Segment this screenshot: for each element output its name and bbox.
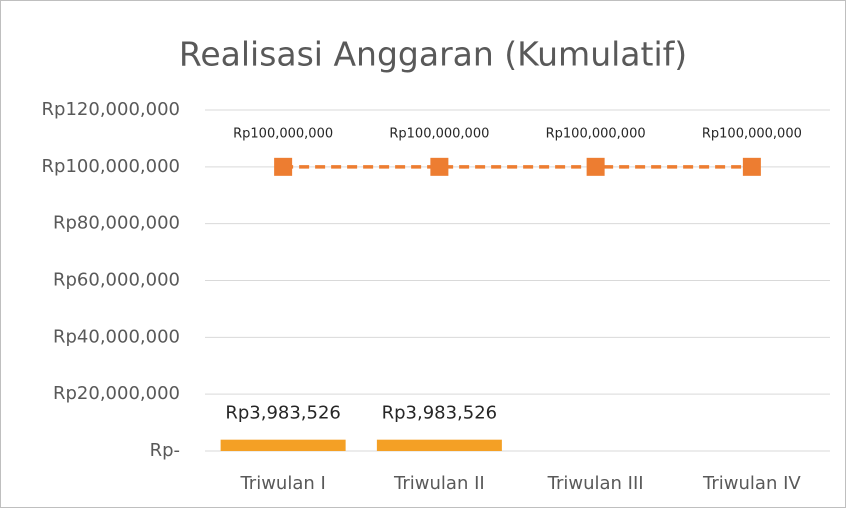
data-label: Rp3,983,526 (382, 403, 498, 424)
y-tick-label: Rp60,000,000 (53, 270, 180, 291)
data-label: Rp100,000,000 (702, 126, 802, 141)
x-tick-label: Triwulan I (239, 473, 325, 494)
y-tick-label: Rp- (150, 440, 180, 461)
x-tick-label: Triwulan IV (702, 473, 801, 494)
y-tick-label: Rp40,000,000 (53, 326, 180, 347)
bar (376, 439, 502, 451)
marker (586, 157, 605, 176)
data-label: Rp100,000,000 (546, 126, 646, 141)
chart-title: Realisasi Anggaran (Kumulatif) (179, 35, 687, 74)
y-tick-label: Rp20,000,000 (53, 383, 180, 404)
marker (430, 157, 449, 176)
y-tick-label: Rp100,000,000 (42, 156, 180, 177)
y-tick-label: Rp80,000,000 (53, 213, 180, 234)
x-tick-label: Triwulan II (393, 473, 485, 494)
data-label: Rp100,000,000 (389, 126, 489, 141)
data-label: Rp100,000,000 (233, 126, 333, 141)
data-label: Rp3,983,526 (225, 403, 341, 424)
marker (742, 157, 761, 176)
bar (220, 439, 346, 451)
marker (274, 157, 293, 176)
x-tick-label: Triwulan III (547, 473, 644, 494)
y-tick-label: Rp120,000,000 (42, 99, 180, 120)
